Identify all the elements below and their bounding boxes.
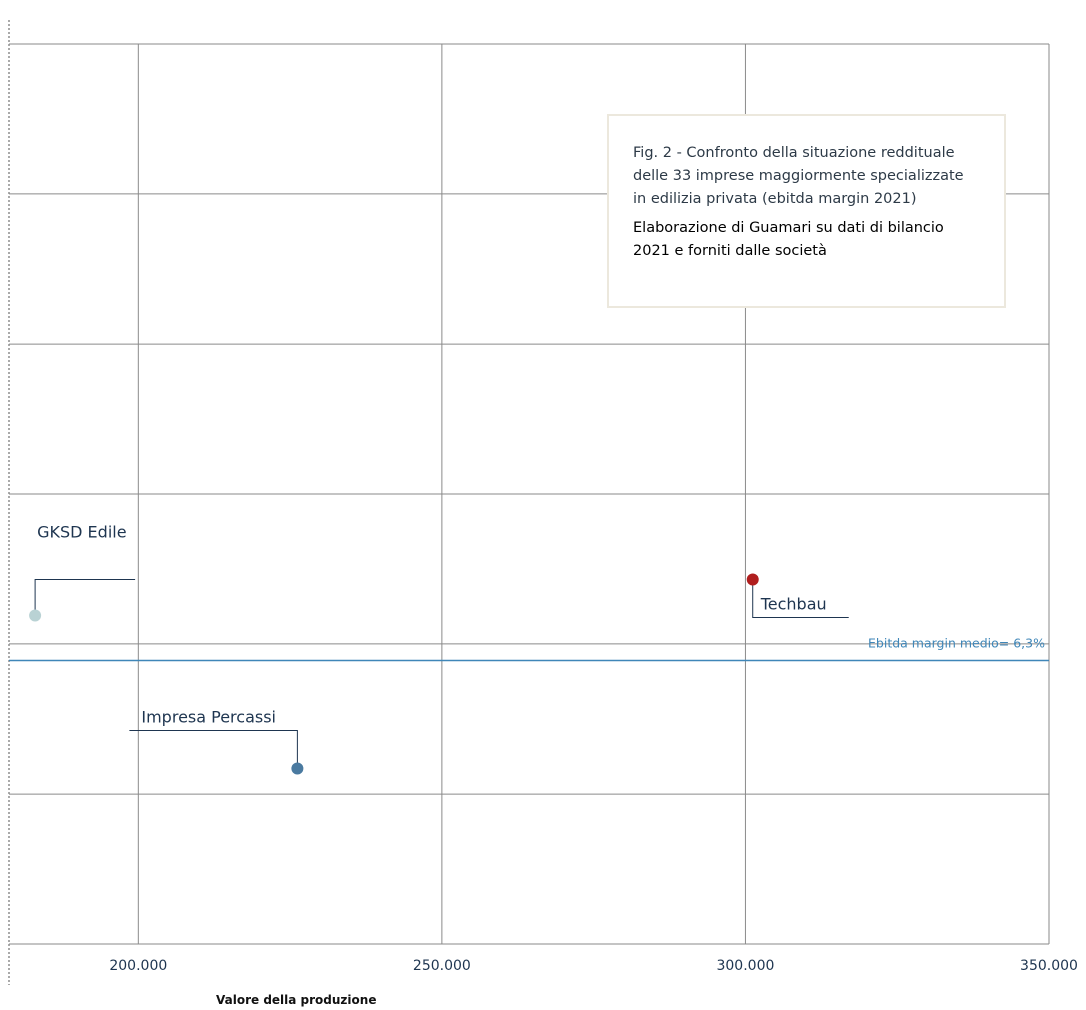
point-label: Techbau: [760, 595, 827, 614]
point-leader-line: [129, 730, 298, 769]
reference-line-label: Ebitda margin medio= 6,3%: [868, 636, 1045, 651]
point-label: Impresa Percassi: [141, 708, 276, 727]
figure-source: Elaborazione di Guamari su dati di bilan…: [633, 220, 944, 259]
x-tick-label: 250.000: [413, 958, 471, 974]
point-label: GKSD Edile: [37, 523, 126, 542]
reference-line-group: Ebitda margin medio= 6,3%: [9, 636, 1049, 662]
data-point: [291, 762, 304, 775]
point-leader-line: [752, 579, 849, 618]
data-points: GKSD Edile Techbau Impresa Percassi: [29, 523, 849, 775]
data-point: [746, 573, 759, 586]
x-axis-ticks: 200.000 250.000 300.000 350.000: [109, 958, 1078, 974]
figure-caption-box: Fig. 2 - Confronto della situazione redd…: [607, 114, 1006, 308]
figure-title: Fig. 2 - Confronto della situazione redd…: [633, 145, 964, 207]
x-axis-title: Valore della produzione: [216, 993, 376, 1007]
x-tick-label: 200.000: [109, 958, 167, 974]
x-tick-label: 300.000: [716, 958, 774, 974]
point-leader-line: [34, 579, 136, 616]
data-point: [29, 609, 42, 622]
x-tick-label: 350.000: [1020, 958, 1078, 974]
